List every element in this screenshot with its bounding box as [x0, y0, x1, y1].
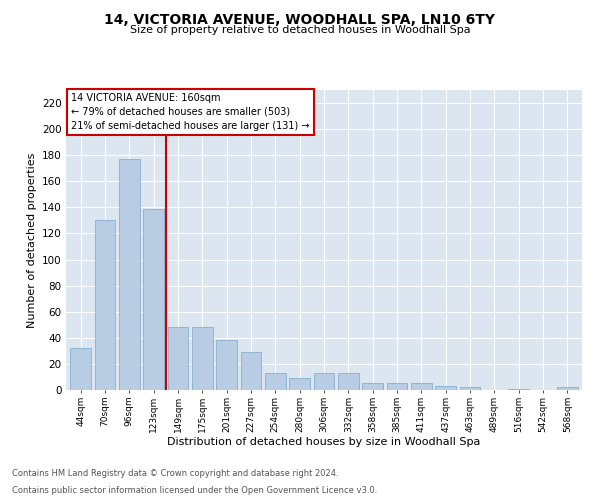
Bar [192, 328, 212, 390]
Bar [265, 373, 286, 390]
Bar [216, 340, 237, 390]
Text: 14, VICTORIA AVENUE, WOODHALL SPA, LN10 6TY: 14, VICTORIA AVENUE, WOODHALL SPA, LN10 … [104, 12, 496, 26]
Bar [167, 328, 188, 390]
Bar [70, 348, 91, 390]
Bar [557, 388, 578, 390]
Y-axis label: Number of detached properties: Number of detached properties [26, 152, 37, 328]
Bar [241, 352, 262, 390]
Bar [460, 388, 481, 390]
Bar [508, 388, 529, 390]
Bar [314, 373, 334, 390]
Bar [143, 208, 164, 390]
Text: Size of property relative to detached houses in Woodhall Spa: Size of property relative to detached ho… [130, 25, 470, 35]
Bar [362, 384, 383, 390]
Bar [411, 384, 432, 390]
Text: Contains public sector information licensed under the Open Government Licence v3: Contains public sector information licen… [12, 486, 377, 495]
Bar [289, 378, 310, 390]
Text: 14 VICTORIA AVENUE: 160sqm
← 79% of detached houses are smaller (503)
21% of sem: 14 VICTORIA AVENUE: 160sqm ← 79% of deta… [71, 93, 310, 131]
Bar [386, 384, 407, 390]
Bar [338, 373, 359, 390]
Bar [436, 386, 456, 390]
Text: Contains HM Land Registry data © Crown copyright and database right 2024.: Contains HM Land Registry data © Crown c… [12, 468, 338, 477]
X-axis label: Distribution of detached houses by size in Woodhall Spa: Distribution of detached houses by size … [167, 438, 481, 448]
Bar [119, 159, 140, 390]
Bar [95, 220, 115, 390]
